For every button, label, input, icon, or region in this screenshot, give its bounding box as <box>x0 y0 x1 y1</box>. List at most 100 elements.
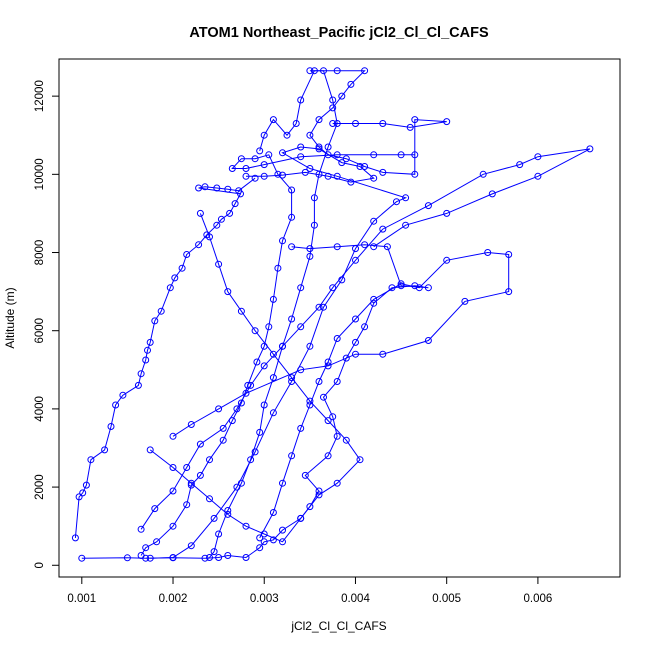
data-point <box>333 335 341 342</box>
data-point <box>333 479 341 487</box>
data-point <box>324 452 332 460</box>
data-point <box>269 116 277 124</box>
series-line <box>140 148 591 530</box>
data-point <box>329 96 337 104</box>
data-point <box>306 252 314 260</box>
data-point <box>370 217 378 225</box>
data-point <box>213 184 221 192</box>
data-point <box>242 389 250 397</box>
data-point <box>279 526 286 534</box>
data-point <box>251 174 259 182</box>
data-point <box>315 487 323 495</box>
data-point <box>112 401 120 409</box>
data-point <box>361 67 369 75</box>
data-point <box>356 163 364 170</box>
data-point <box>342 436 350 444</box>
data-point <box>329 104 337 112</box>
data-point <box>206 456 213 464</box>
data-point <box>79 489 87 497</box>
series-line <box>309 70 447 175</box>
data-point <box>256 428 264 436</box>
data-point <box>195 241 203 249</box>
data-point <box>279 237 286 245</box>
x-tick-label: 0.004 <box>341 593 370 605</box>
data-point <box>247 381 255 389</box>
data-point <box>251 155 259 163</box>
data-point <box>315 145 323 153</box>
data-point <box>187 421 195 428</box>
x-axis-label: jCl2_Cl_Cl_CAFS <box>290 619 386 633</box>
data-point <box>256 147 264 155</box>
series-line <box>172 251 510 539</box>
data-point <box>237 155 245 163</box>
data-point <box>306 131 314 139</box>
data-point <box>424 202 432 210</box>
data-point <box>187 479 195 487</box>
data-point <box>288 452 296 460</box>
data-point <box>306 245 314 253</box>
data-point <box>370 174 378 182</box>
data-point <box>247 456 255 464</box>
data-point <box>137 525 145 533</box>
data-point <box>153 538 161 546</box>
data-point <box>329 413 337 421</box>
data-point <box>210 514 218 522</box>
data-point <box>411 116 419 124</box>
data-point <box>370 295 378 303</box>
data-point <box>406 123 414 131</box>
data-point <box>178 264 186 272</box>
data-point <box>484 249 492 256</box>
data-point <box>479 170 487 178</box>
series-line <box>81 244 429 559</box>
data-point <box>242 165 250 172</box>
data-point <box>137 370 145 378</box>
data-point <box>169 464 177 471</box>
data-point <box>215 260 223 268</box>
data-point <box>347 178 355 186</box>
data-point <box>251 448 259 456</box>
x-axis: 0.001 0.002 0.003 0.004 0.005 0.006 <box>67 576 552 605</box>
data-point <box>137 552 145 559</box>
data-point <box>315 143 323 151</box>
data-point <box>306 165 314 172</box>
data-point <box>213 221 221 229</box>
data-point <box>206 233 213 241</box>
data-point <box>260 131 268 139</box>
data-point <box>146 338 154 346</box>
data-point <box>402 194 410 202</box>
data-point <box>242 522 250 530</box>
data-point <box>505 288 513 296</box>
data-point <box>310 194 318 202</box>
data-point <box>342 155 350 163</box>
y-tick-label: 10000 <box>34 158 46 190</box>
data-point <box>315 378 323 385</box>
data-point <box>279 538 286 546</box>
data-point <box>260 172 268 180</box>
data-point <box>301 471 309 479</box>
data-point <box>288 315 296 323</box>
data-point <box>333 432 341 440</box>
data-point <box>379 350 387 358</box>
data-point <box>505 251 513 258</box>
data-point <box>224 507 232 514</box>
data-point <box>324 151 332 159</box>
data-point <box>144 346 151 354</box>
data-point <box>224 552 232 559</box>
data-point <box>534 153 542 161</box>
data-point <box>516 161 524 169</box>
data-point <box>329 284 337 292</box>
data-point <box>315 116 323 124</box>
x-tick-label: 0.002 <box>159 593 188 605</box>
data-point <box>235 187 243 195</box>
data-point <box>297 143 305 151</box>
data-point <box>195 184 203 192</box>
data-point <box>352 350 359 358</box>
data-point <box>224 288 232 296</box>
y-tick-label: 12000 <box>34 80 46 112</box>
data-point <box>292 120 300 127</box>
data-point <box>324 362 332 370</box>
data-point <box>169 432 177 440</box>
data-point <box>297 96 305 104</box>
data-point <box>324 143 332 151</box>
